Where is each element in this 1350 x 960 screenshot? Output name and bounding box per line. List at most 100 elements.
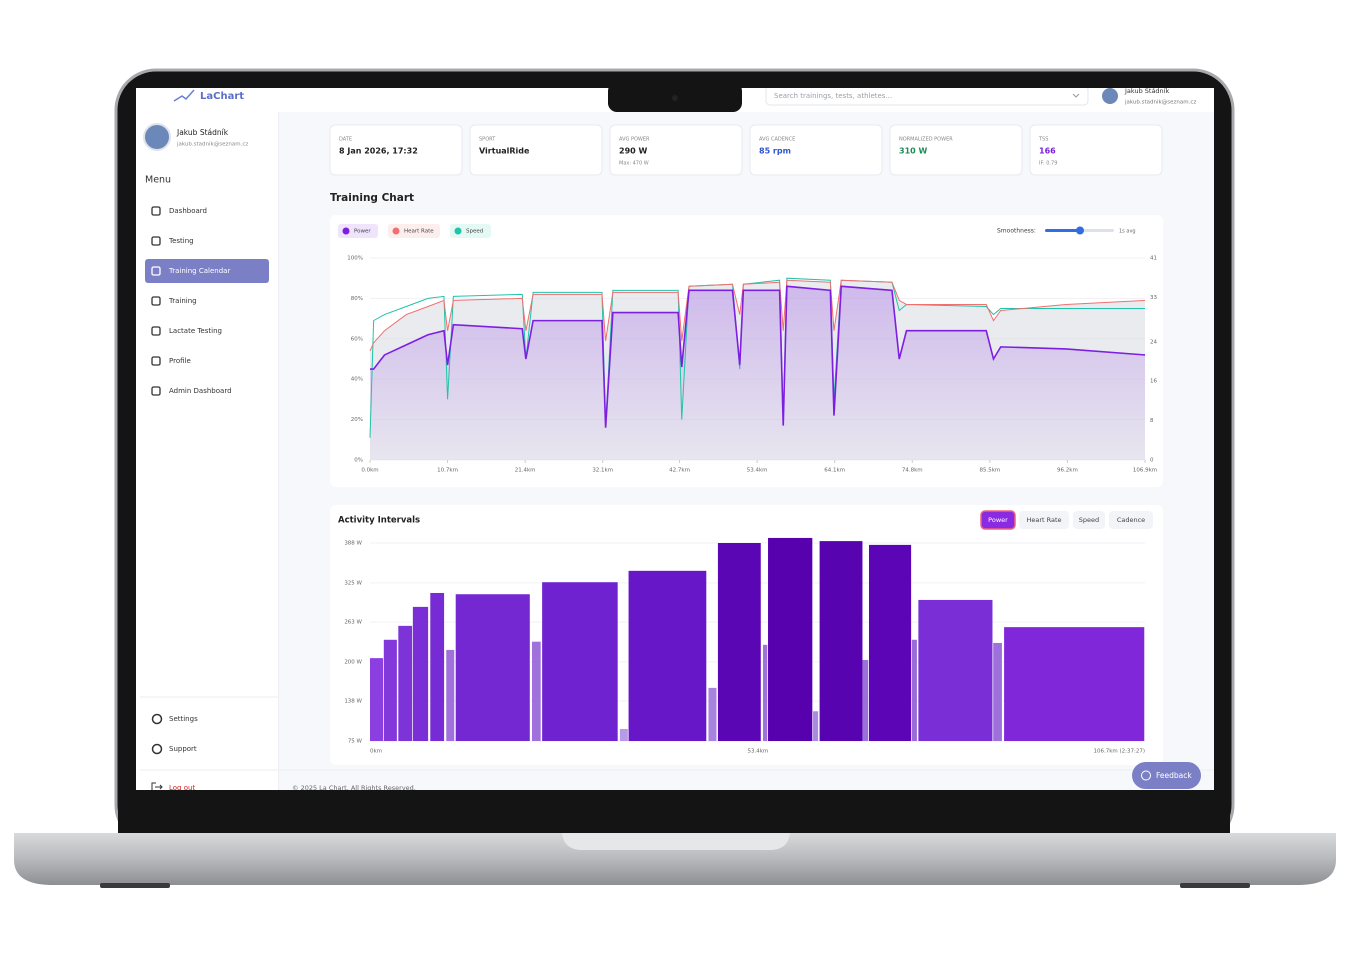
bar	[542, 582, 618, 741]
y-tick-label: 138 W	[344, 699, 362, 705]
tab-button[interactable]	[980, 510, 1016, 530]
camera	[672, 95, 678, 101]
x-tick-label: 10.7km	[437, 468, 458, 474]
stat-card	[1029, 124, 1163, 176]
x-tick-label: 32.1km	[592, 468, 613, 474]
stat-value: 310 W	[899, 147, 927, 156]
legend-dot	[454, 227, 462, 235]
tab-button[interactable]	[1109, 511, 1153, 529]
tab-button[interactable]	[1073, 511, 1105, 529]
logout-icon	[151, 782, 163, 790]
stat-card	[609, 124, 743, 176]
slider-fill	[1045, 229, 1080, 232]
y2-tick-label: 0	[1150, 458, 1154, 464]
app: LaChart Search trainings, tests, athletes…	[140, 88, 1214, 792]
menu-icon	[151, 743, 163, 755]
x-tick-label: 42.7km	[669, 468, 690, 474]
smoothness-value: 1s avg	[1119, 229, 1136, 235]
stat-card	[749, 124, 883, 176]
footer: © 2025 La Chart. All Rights Reserved.	[292, 784, 416, 792]
menu-item: Testing	[168, 237, 194, 245]
stat-sub: IF: 0.79	[1039, 161, 1057, 167]
y-tick-label: 263 W	[344, 620, 362, 626]
bar	[868, 544, 912, 741]
y-tick-label: 60%	[351, 336, 363, 342]
bar	[813, 711, 819, 741]
tab-label: Cadence	[1117, 516, 1145, 524]
y-tick-label: 325 W	[344, 580, 362, 586]
stat-label: DATE	[339, 137, 352, 143]
menu-item: Training Calendar	[168, 267, 230, 275]
x-tick-label: 21.4km	[515, 468, 536, 474]
y-tick-label: 388 W	[344, 541, 362, 547]
y2-tick-label: 8	[1150, 418, 1154, 424]
foot	[1180, 883, 1250, 888]
bar	[412, 606, 429, 741]
chevron	[1072, 93, 1080, 98]
x-tick-label: 0.0km	[361, 468, 378, 474]
stat-label: NORMALIZED POWER	[899, 137, 953, 143]
menu-icon	[151, 266, 161, 276]
legend-label: Speed	[466, 229, 483, 235]
base-notch	[562, 833, 790, 850]
tab-label: Power	[988, 516, 1008, 524]
bar	[619, 728, 628, 741]
x-tick-label: 106.9km	[1133, 468, 1157, 474]
y2-tick-label: 24	[1150, 339, 1157, 345]
legend-dot	[342, 227, 350, 235]
logo-mark	[173, 89, 195, 102]
stat-label: SPORT	[479, 137, 496, 143]
laptop-base	[14, 833, 1336, 885]
stat-label: AVG POWER	[619, 137, 650, 143]
user-name: Jakub Stádník	[176, 128, 229, 137]
bar	[993, 642, 1002, 741]
y2-tick-label: 41	[1150, 256, 1157, 262]
y-tick-label: 40%	[351, 377, 363, 383]
y-tick-label: 100%	[347, 256, 363, 262]
area	[370, 286, 1145, 460]
bar	[918, 599, 993, 741]
bar	[531, 641, 541, 741]
menu-icon	[151, 206, 161, 216]
stat-card	[889, 124, 1023, 176]
stat-value: VirtualRide	[479, 147, 530, 156]
menu-item: Profile	[169, 357, 191, 365]
menu-item: Training	[168, 297, 197, 305]
tab-button[interactable]	[1019, 511, 1069, 529]
x-tick-label: 53.4km	[747, 749, 768, 755]
bar	[446, 649, 455, 741]
bar	[430, 592, 445, 741]
y-tick-label: 0%	[354, 458, 363, 464]
menu-icon	[151, 356, 161, 366]
logout: Log out	[169, 784, 195, 792]
menu-icon	[151, 296, 161, 306]
y-tick-label: 75 W	[348, 739, 363, 745]
bar	[628, 570, 707, 741]
legend-dot	[392, 227, 400, 235]
search-box	[765, 88, 1089, 106]
legend-label: Power	[354, 229, 371, 235]
y-tick-label: 200 W	[344, 659, 362, 665]
menu-item: Settings	[169, 715, 198, 723]
stat-value: 290 W	[619, 147, 647, 156]
stat-card	[469, 124, 603, 176]
legend-chip	[388, 224, 440, 238]
menu-icon	[151, 326, 161, 336]
stat-value: 85 rpm	[759, 147, 791, 156]
stat-value: 166	[1039, 147, 1056, 156]
foot	[100, 883, 170, 888]
top-user-email: jakub.stadnik@seznam.cz	[1124, 100, 1196, 106]
bar	[383, 639, 397, 741]
slider-knob	[1076, 226, 1084, 235]
feedback-button[interactable]	[1132, 762, 1201, 789]
tab-label: Speed	[1079, 516, 1099, 524]
x-tick-label: 53.4km	[747, 468, 768, 474]
tab-label: Heart Rate	[1026, 516, 1061, 524]
bar	[1004, 627, 1145, 741]
stat-label: TSS	[1038, 137, 1048, 143]
bar	[455, 594, 530, 741]
stat-value: 8 Jan 2026, 17:32	[339, 147, 418, 156]
menu-item: Dashboard	[169, 207, 207, 215]
